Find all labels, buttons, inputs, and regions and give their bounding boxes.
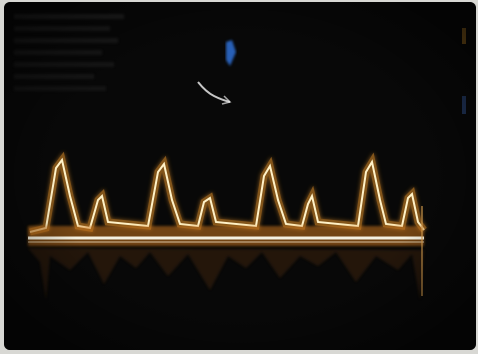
screen-vignette: [4, 2, 476, 350]
